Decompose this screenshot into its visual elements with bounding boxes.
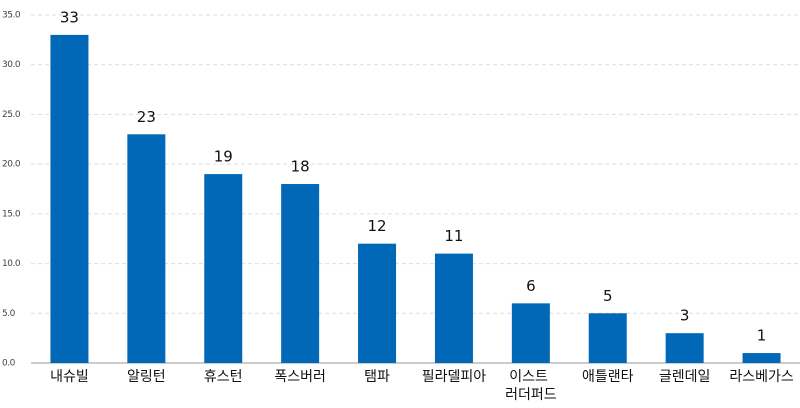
data-label: 23 bbox=[137, 108, 156, 126]
data-label: 12 bbox=[368, 217, 387, 235]
data-label: 3 bbox=[680, 307, 690, 325]
y-tick-label: 0.0 bbox=[2, 359, 16, 369]
data-label: 5 bbox=[603, 287, 613, 305]
bar bbox=[358, 243, 397, 363]
data-label: 11 bbox=[444, 227, 463, 245]
bar bbox=[665, 333, 704, 363]
y-tick-label: 15.0 bbox=[2, 209, 21, 219]
y-tick-label: 20.0 bbox=[2, 160, 21, 170]
x-tick-label: 라스베가스 bbox=[729, 369, 794, 385]
bar bbox=[742, 353, 781, 363]
x-tick-label: 필라델피아 bbox=[422, 369, 487, 385]
x-tick-label: 내슈빌 bbox=[50, 369, 89, 385]
y-tick-label: 35.0 bbox=[2, 11, 21, 21]
data-label: 33 bbox=[60, 8, 79, 26]
data-label: 6 bbox=[526, 277, 536, 295]
x-tick-label: 애틀랜타 bbox=[582, 369, 634, 385]
data-label: 1 bbox=[757, 327, 767, 345]
y-tick-label: 30.0 bbox=[2, 60, 21, 70]
data-label: 19 bbox=[214, 148, 233, 166]
bar bbox=[204, 174, 243, 363]
bar bbox=[434, 253, 473, 363]
y-tick-label: 5.0 bbox=[2, 309, 16, 319]
bar bbox=[588, 313, 627, 363]
bar bbox=[127, 134, 166, 363]
bar bbox=[50, 34, 89, 364]
data-label: 18 bbox=[291, 158, 310, 176]
x-tick-label: 탬파 bbox=[364, 369, 390, 385]
y-tick-label: 10.0 bbox=[2, 259, 21, 269]
x-tick-label: 알링턴 bbox=[127, 369, 166, 385]
bar bbox=[281, 184, 320, 363]
y-tick-label: 25.0 bbox=[2, 110, 21, 120]
x-tick-label: 폭스버러 bbox=[274, 369, 326, 385]
x-tick-label: 이스트 러더퍼드 bbox=[505, 369, 557, 403]
x-tick-label: 글렌데일 bbox=[659, 369, 711, 385]
bar bbox=[511, 303, 550, 363]
x-tick-label: 휴스턴 bbox=[204, 369, 243, 385]
